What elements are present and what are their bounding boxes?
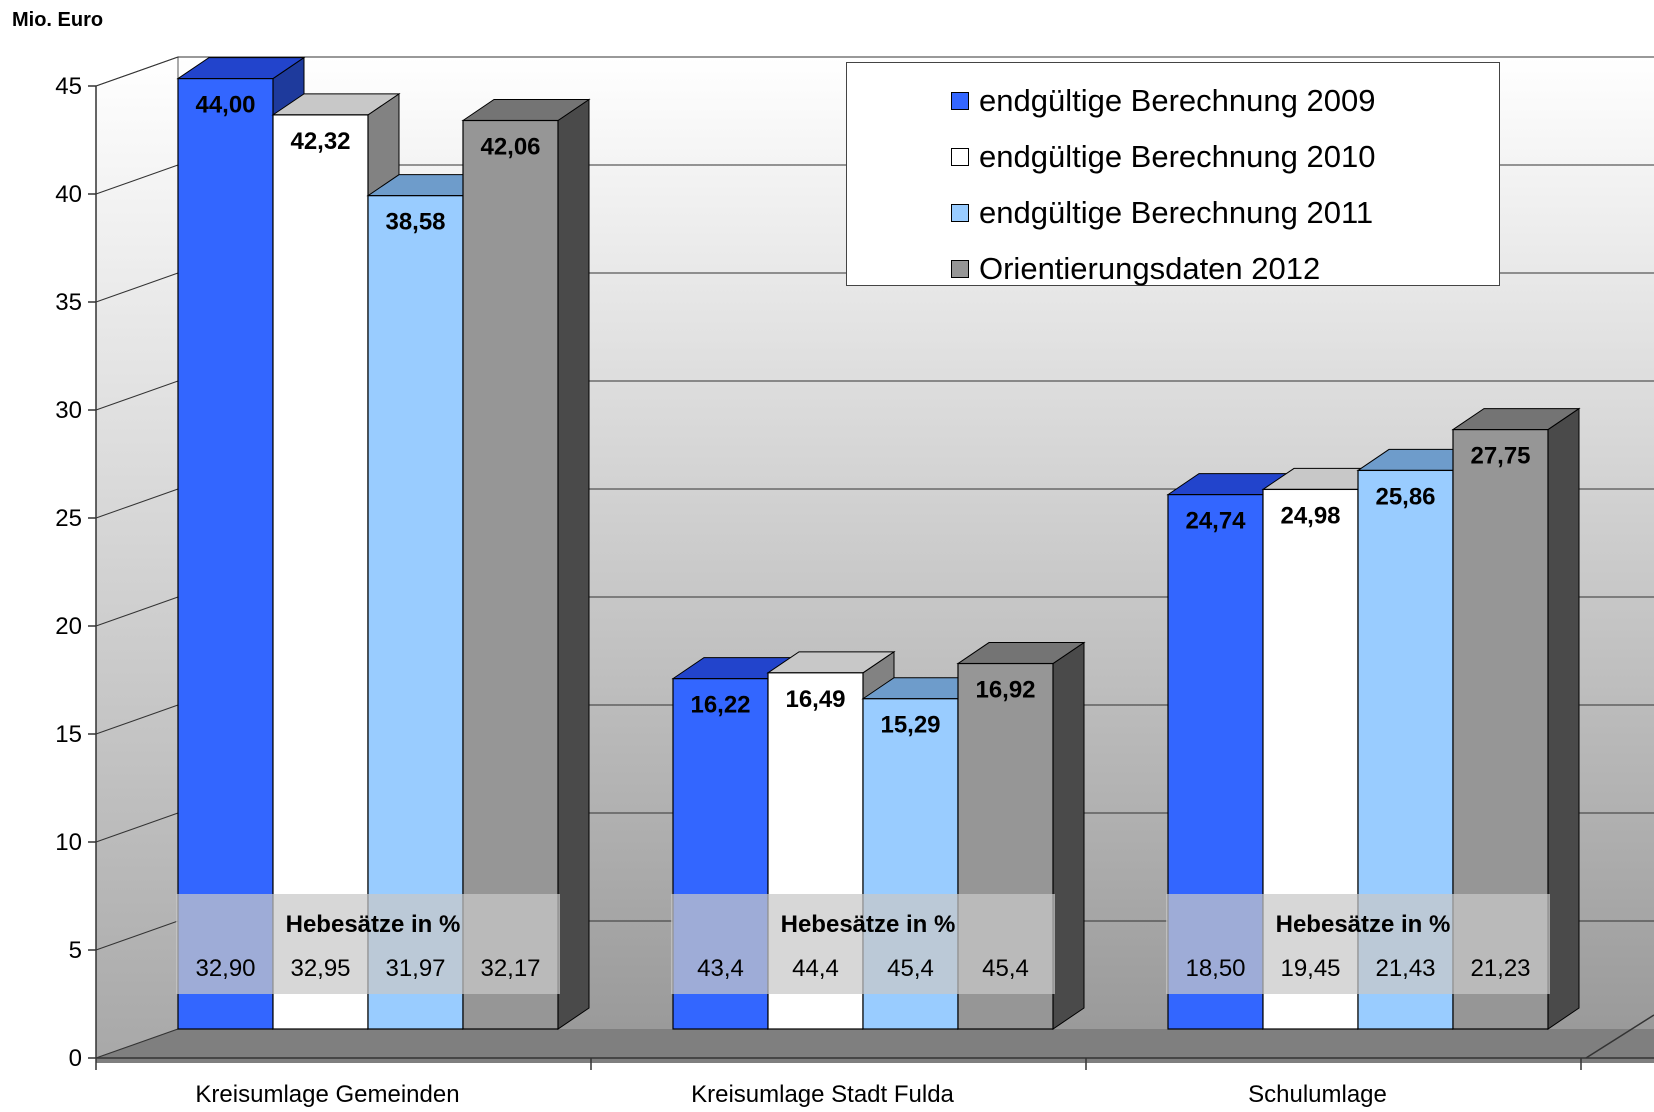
- y-tick-label: 35: [55, 289, 82, 316]
- x-tick-label: Schulumlage: [1248, 1081, 1387, 1108]
- hebesaetze-title: Hebesätze in %: [1276, 911, 1451, 938]
- hebesaetze-value: 19,45: [1280, 955, 1340, 982]
- data-label: 42,32: [290, 128, 350, 155]
- data-label: 16,49: [785, 686, 845, 713]
- y-axis-label: Mio. Euro: [12, 9, 103, 31]
- legend-label: endgültige Berechnung 2011: [979, 195, 1374, 230]
- hebesaetze-title: Hebesätze in %: [781, 911, 956, 938]
- gridline-side: [95, 164, 179, 195]
- data-label: 16,22: [690, 692, 750, 719]
- y-tick-label: 15: [55, 721, 82, 748]
- hebesaetze-title: Hebesätze in %: [286, 911, 461, 938]
- hebesaetze-value: 32,95: [290, 955, 350, 982]
- legend-item: endgültige Berechnung 2011: [951, 185, 1499, 241]
- bar-side: [557, 98, 590, 1030]
- bar-side: [1052, 641, 1085, 1030]
- legend-label: Orientierungsdaten 2012: [979, 251, 1321, 286]
- hebesaetze-value: 43,4: [697, 955, 744, 982]
- floor: [96, 1029, 1654, 1063]
- data-label: 15,29: [880, 712, 940, 739]
- legend-swatch: [951, 260, 969, 278]
- floor-edge: [1585, 1014, 1654, 1059]
- data-label: 16,92: [975, 677, 1035, 704]
- y-tick-label: 20: [55, 613, 82, 640]
- data-label: 27,75: [1470, 443, 1530, 470]
- legend-swatch: [951, 92, 969, 110]
- legend-label: endgültige Berechnung 2009: [979, 83, 1376, 118]
- y-tick-label: 5: [69, 937, 82, 964]
- hebesaetze-value: 21,23: [1470, 955, 1530, 982]
- gridline-side: [95, 704, 179, 735]
- bar: [462, 119, 559, 1030]
- bar: [272, 114, 369, 1030]
- legend-item: endgültige Berechnung 2009: [951, 73, 1499, 129]
- gridline-side: [95, 596, 179, 627]
- hebesaetze-value: 45,4: [982, 955, 1029, 982]
- hebesaetze-box: [1166, 894, 1550, 994]
- legend-item: endgültige Berechnung 2010: [951, 129, 1499, 185]
- gridline-side: [95, 380, 179, 411]
- hebesaetze-value: 45,4: [887, 955, 934, 982]
- gridline-side: [95, 812, 179, 843]
- bar-side: [1547, 407, 1580, 1030]
- y-tick-label: 45: [55, 73, 82, 100]
- y-tick-label: 40: [55, 181, 82, 208]
- x-tick-label: Kreisumlage Gemeinden: [195, 1081, 459, 1108]
- hebesaetze-box: [176, 894, 560, 994]
- hebesaetze-value: 32,90: [195, 955, 255, 982]
- side-wall: [95, 56, 179, 1059]
- y-tick-label: 30: [55, 397, 82, 424]
- data-label: 24,74: [1185, 508, 1246, 535]
- legend-item: Orientierungsdaten 2012: [951, 241, 1499, 297]
- y-tick-label: 25: [55, 505, 82, 532]
- bar: [177, 77, 274, 1030]
- gridline-side: [95, 488, 179, 519]
- data-label: 38,58: [385, 209, 445, 236]
- hebesaetze-value: 32,17: [480, 955, 540, 982]
- hebesaetze-value: 21,43: [1375, 955, 1435, 982]
- legend-label: endgültige Berechnung 2010: [979, 139, 1376, 174]
- hebesaetze-value: 44,4: [792, 955, 839, 982]
- gridline-side: [95, 272, 179, 303]
- data-label: 42,06: [480, 134, 540, 161]
- hebesaetze-value: 31,97: [385, 955, 445, 982]
- gridline-side: [95, 56, 179, 87]
- legend-swatch: [951, 148, 969, 166]
- gridline-side: [95, 1028, 179, 1059]
- gridline-side: [95, 920, 179, 951]
- x-tick-label: Kreisumlage Stadt Fulda: [691, 1081, 954, 1108]
- hebesaetze-value: 18,50: [1185, 955, 1245, 982]
- legend: endgültige Berechnung 2009 endgültige Ber…: [846, 62, 1500, 286]
- bar: [367, 195, 464, 1030]
- legend-swatch: [951, 204, 969, 222]
- y-tick-label: 0: [69, 1045, 82, 1072]
- data-label: 25,86: [1375, 483, 1435, 510]
- data-label: 24,98: [1280, 502, 1340, 529]
- hebesaetze-box: [671, 894, 1055, 994]
- data-label: 44,00: [195, 92, 255, 119]
- y-tick-label: 10: [55, 829, 82, 856]
